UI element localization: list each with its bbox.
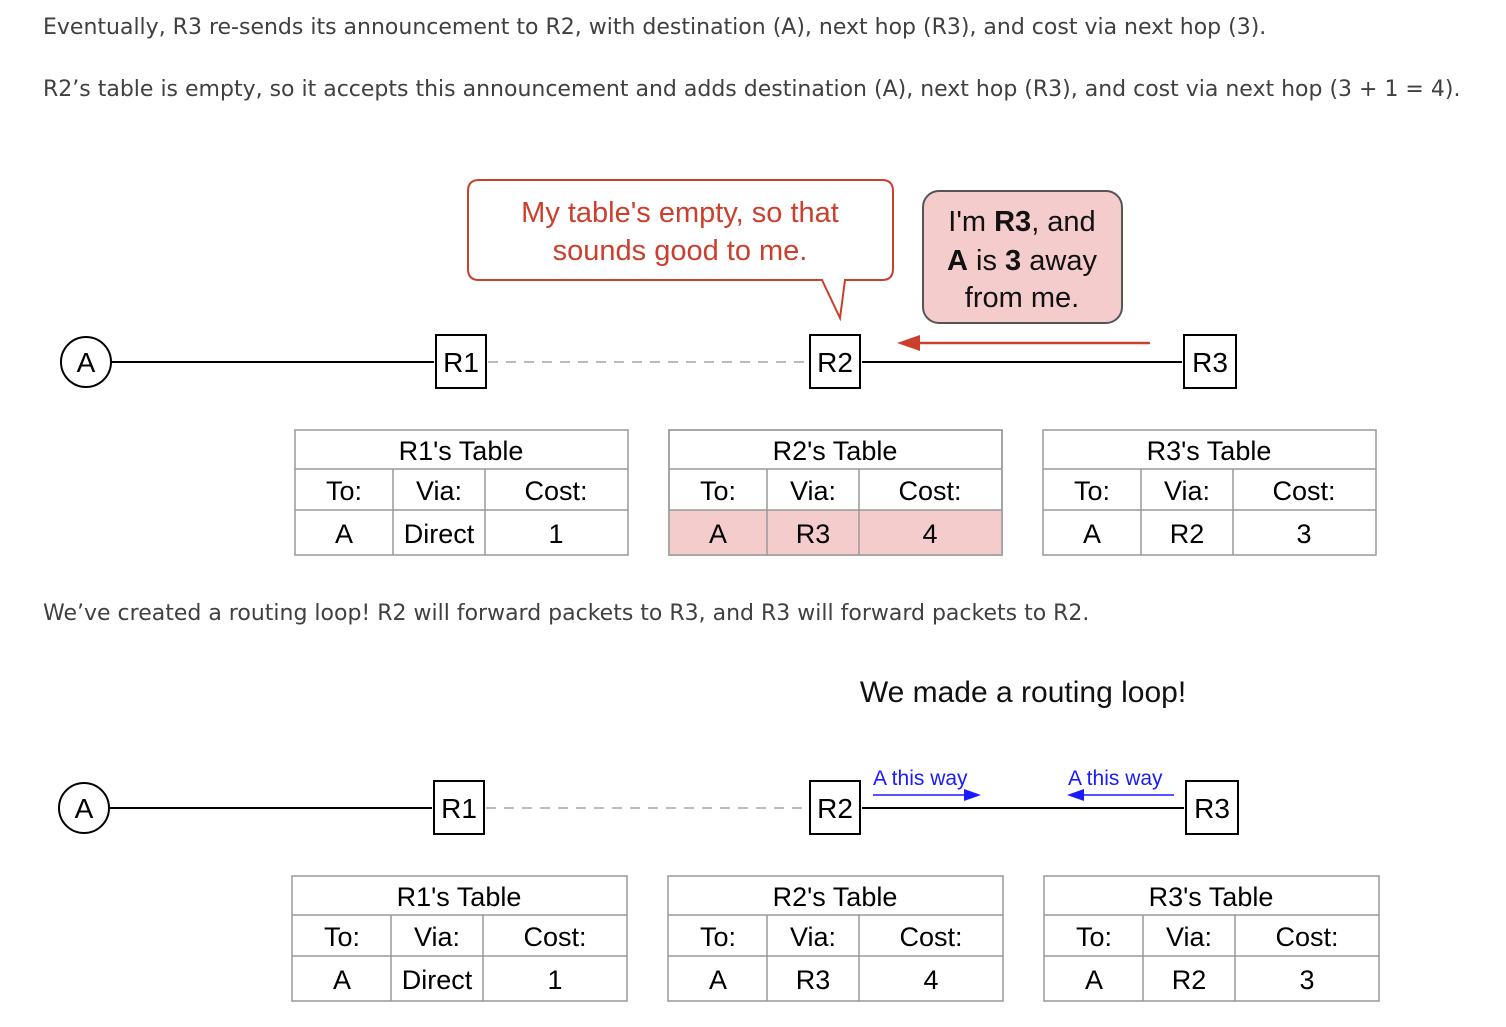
r3-table-title: R3's Table xyxy=(1149,882,1274,912)
r1-table: R1's Table To: Via: Cost: A Direct 1 xyxy=(294,429,629,556)
r3-table-cell-cost: 3 xyxy=(1296,519,1311,549)
router-r1-label: R1 xyxy=(441,793,477,824)
routing-loop-title: We made a routing loop! xyxy=(860,676,1186,709)
r2-table-title: R2's Table xyxy=(773,882,898,912)
speech-bubble-r2 xyxy=(467,179,894,322)
speech-bubble-r3-line2: A is 3 away xyxy=(947,245,1097,277)
r2-table-header-cost: Cost: xyxy=(899,922,962,952)
router-r3-label: R3 xyxy=(1194,793,1230,824)
r3-table-header-cost: Cost: xyxy=(1275,922,1338,952)
r3-table-header-to: To: xyxy=(1074,476,1110,506)
r3-table: R3's Table To: Via: Cost: A R2 3 xyxy=(1042,429,1377,556)
r1-table-header-to: To: xyxy=(324,922,360,952)
r3-table-cell-cost: 3 xyxy=(1299,965,1314,995)
r1-table-header-cost: Cost: xyxy=(524,476,587,506)
r3-direction-label: A this way xyxy=(1068,767,1163,790)
r1-table-header-via: Via: xyxy=(414,922,460,952)
router-r3-label: R3 xyxy=(1192,347,1228,378)
routing-diagram-step: My table's empty, so that sounds good to… xyxy=(60,179,1377,556)
r1-table: R1's Table To: Via: Cost: A Direct 1 xyxy=(291,875,628,1002)
node-a-label: A xyxy=(77,347,96,378)
r2-table-header-cost: Cost: xyxy=(898,476,961,506)
r3-table-header-via: Via: xyxy=(1164,476,1210,506)
r2-table: R2's Table To: Via: Cost: A R3 4 xyxy=(667,875,1004,1002)
r3-table-cell-to: A xyxy=(1085,965,1103,995)
r3-table-header-cost: Cost: xyxy=(1272,476,1335,506)
speech-bubble-r2-line2: sounds good to me. xyxy=(553,235,808,267)
router-r1 xyxy=(435,334,487,389)
r1-table-header-to: To: xyxy=(326,476,362,506)
r2-direction-label: A this way xyxy=(873,767,968,790)
r2-table-title: R2's Table xyxy=(773,436,898,466)
r2-table-cell-cost: 4 xyxy=(923,965,938,995)
r2-table: R2's Table To: Via: Cost: A R3 4 xyxy=(668,429,1003,556)
r2-direction-arrow-head xyxy=(964,789,981,801)
r2-table-header-via: Via: xyxy=(790,476,836,506)
r3-direction-arrow-head xyxy=(1067,789,1084,801)
r2-table-cell-to: A xyxy=(709,965,727,995)
node-a xyxy=(58,782,110,834)
speech-bubble-r3-line3: from me. xyxy=(965,282,1079,314)
r3-table-title: R3's Table xyxy=(1147,436,1272,466)
r2-table-cell-via: R3 xyxy=(796,519,831,549)
r1-table-title: R1's Table xyxy=(397,882,522,912)
r1-table-header-via: Via: xyxy=(416,476,462,506)
paragraph-r2-accepts: R2’s table is empty, so it accepts this … xyxy=(43,77,1461,102)
router-r2 xyxy=(809,780,861,835)
r2-table-header-to: To: xyxy=(700,922,736,952)
paragraph-announcement: Eventually, R3 re-sends its announcement… xyxy=(43,15,1267,40)
speech-bubble-r2-line1: My table's empty, so that xyxy=(521,197,839,229)
router-r3 xyxy=(1185,780,1239,835)
r3-table-cell-via: R2 xyxy=(1172,965,1207,995)
r2-table-cell-to: A xyxy=(709,519,727,549)
r3-table: R3's Table To: Via: Cost: A R2 3 xyxy=(1043,875,1380,1002)
node-a xyxy=(60,336,112,388)
r1-table-header-cost: Cost: xyxy=(523,922,586,952)
r1-table-cell-cost: 1 xyxy=(547,965,562,995)
r3-table-cell-to: A xyxy=(1083,519,1101,549)
r2-table-header-to: To: xyxy=(700,476,736,506)
r3-table-cell-via: R2 xyxy=(1170,519,1205,549)
r2-table-cell-via: R3 xyxy=(796,965,831,995)
speech-bubble-r3-line1: I'm R3, and xyxy=(948,206,1095,238)
node-a-label: A xyxy=(75,793,94,824)
router-r2-label: R2 xyxy=(817,793,853,824)
r2-table-header-via: Via: xyxy=(790,922,836,952)
router-r2-label: R2 xyxy=(817,347,853,378)
r1-table-cell-to: A xyxy=(333,965,351,995)
r1-table-title: R1's Table xyxy=(399,436,524,466)
router-r3 xyxy=(1183,334,1237,389)
r1-table-cell-cost: 1 xyxy=(548,519,563,549)
r1-table-cell-to: A xyxy=(335,519,353,549)
routing-loop-diagram: We made a routing loop! A this way A thi… xyxy=(58,676,1380,1002)
r3-table-header-to: To: xyxy=(1076,922,1112,952)
r3-table-header-via: Via: xyxy=(1166,922,1212,952)
paragraph-routing-loop: We’ve created a routing loop! R2 will fo… xyxy=(43,601,1090,626)
router-r1 xyxy=(433,780,485,835)
router-r1-label: R1 xyxy=(443,347,479,378)
r1-table-cell-via: Direct xyxy=(404,519,475,549)
r2-table-cell-cost: 4 xyxy=(922,519,937,549)
router-r2 xyxy=(809,334,861,389)
announcement-arrow-head xyxy=(897,335,920,351)
r1-table-cell-via: Direct xyxy=(402,965,473,995)
speech-bubble-r3 xyxy=(922,190,1123,324)
r2-table-new-row-highlight xyxy=(669,510,1002,555)
